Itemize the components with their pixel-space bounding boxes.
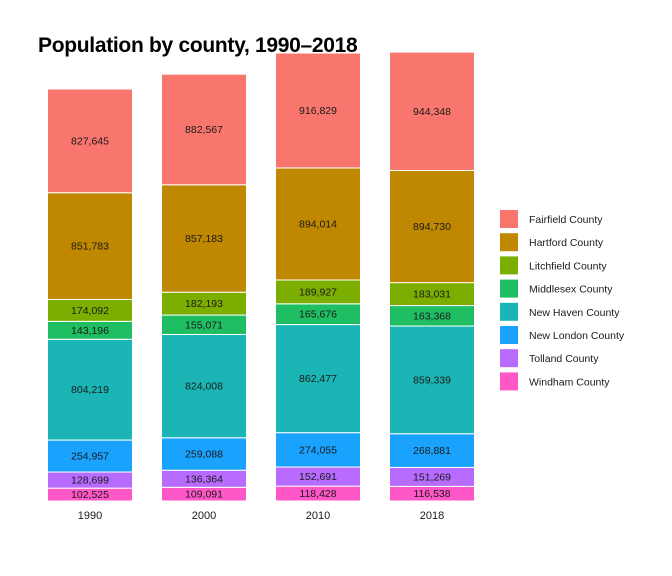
segment-label-hartford-county-1990: 851,783	[71, 241, 109, 253]
bar-segment-hartford-county-2000	[161, 184, 247, 293]
legend-key-hartford-county	[500, 233, 518, 252]
x-tick-label-1990: 1990	[78, 510, 102, 522]
legend-key-litchfield-county	[500, 256, 518, 275]
segment-label-litchfield-county-2018: 183,031	[413, 289, 451, 301]
bar-segment-new-haven-county-2018	[389, 325, 475, 435]
legend-label-fairfield-county: Fairfield County	[529, 214, 603, 226]
bar-segment-new-haven-county-2000	[161, 333, 247, 439]
segment-label-new-london-county-2010: 274,055	[299, 444, 337, 456]
segment-label-litchfield-county-2010: 189,927	[299, 286, 337, 298]
segment-label-hartford-county-2000: 857,183	[185, 233, 223, 245]
segment-label-windham-county-2018: 116,538	[413, 488, 450, 500]
bar-segment-new-london-county-1990	[47, 439, 133, 473]
segment-labels-layer: 102,525 128,699 254,957 804,219 143,196 174,0…	[71, 105, 451, 501]
legend: Fairfield County Hartford County Litchfiel…	[500, 210, 625, 391]
segment-label-new-haven-county-2018: 859,339	[413, 374, 451, 386]
segment-label-middlesex-county-2018: 163,368	[413, 310, 451, 322]
segment-label-fairfield-county-1990: 827,645	[71, 135, 109, 147]
segment-label-fairfield-county-2000: 882,567	[185, 124, 223, 136]
legend-label-middlesex-county: Middlesex County	[529, 284, 613, 296]
legend-key-windham-county	[500, 372, 518, 391]
segment-label-litchfield-county-2000: 182,193	[185, 298, 223, 310]
legend-key-new-london-county	[500, 326, 518, 344]
legend-label-new-london-county: New London County	[529, 330, 625, 342]
segment-label-tolland-county-2018: 151,269	[413, 471, 451, 483]
segment-label-windham-county-2010: 118,428	[299, 488, 336, 500]
legend-key-fairfield-county	[500, 210, 518, 228]
segment-label-hartford-county-2010: 894,014	[299, 218, 337, 230]
x-tick-label-2000: 2000	[192, 510, 216, 522]
segment-label-new-haven-county-1990: 804,219	[71, 384, 109, 396]
legend-label-litchfield-county: Litchfield County	[529, 260, 607, 272]
segment-label-tolland-county-2000: 136,364	[185, 473, 223, 485]
chart-title: Population by county, 1990–2018	[38, 34, 358, 57]
bar-segment-fairfield-county-2010	[275, 52, 361, 169]
legend-key-middlesex-county	[500, 279, 518, 298]
segment-label-middlesex-county-1990: 143,196	[71, 325, 109, 337]
segment-label-fairfield-county-2018: 944,348	[413, 106, 451, 118]
segment-label-windham-county-1990: 102,525	[71, 489, 109, 501]
bar-segment-hartford-county-2018	[389, 169, 475, 284]
segment-label-new-london-county-1990: 254,957	[71, 451, 109, 463]
segment-label-tolland-county-1990: 128,699	[71, 475, 109, 487]
legend-label-tolland-county: Tolland County	[529, 353, 599, 365]
legend-key-new-haven-county	[500, 302, 518, 321]
bar-segment-fairfield-county-2000	[161, 73, 247, 186]
x-tick-label-2018: 2018	[420, 510, 444, 522]
segment-label-windham-county-2000: 109,091	[185, 489, 223, 501]
segment-label-new-london-county-2000: 259,088	[185, 448, 223, 460]
x-tick-label-2010: 2010	[306, 510, 330, 522]
bar-segment-fairfield-county-1990	[47, 88, 133, 194]
segment-label-hartford-county-2018: 894,730	[413, 221, 451, 233]
segment-label-tolland-county-2010: 152,691	[299, 471, 337, 483]
bar-segment-new-london-county-2018	[389, 433, 475, 468]
segment-label-new-haven-county-2000: 824,008	[185, 381, 223, 393]
segment-label-middlesex-county-2010: 165,676	[299, 309, 337, 321]
segment-label-new-haven-county-2010: 862,477	[299, 373, 337, 385]
bars-layer	[47, 51, 475, 502]
legend-key-tolland-county	[500, 349, 518, 368]
legend-label-hartford-county: Hartford County	[529, 237, 604, 249]
x-axis-ticks: 1990 2000 2010 2018	[78, 510, 444, 522]
segment-label-middlesex-county-2000: 155,071	[185, 319, 223, 331]
segment-label-fairfield-county-2010: 916,829	[299, 105, 337, 117]
segment-label-litchfield-county-1990: 174,092	[71, 305, 109, 317]
bar-segment-new-haven-county-1990	[47, 338, 133, 441]
segment-label-new-london-county-2018: 268,881	[413, 445, 451, 457]
bar-segment-hartford-county-2010	[275, 167, 361, 281]
bar-segment-fairfield-county-2018	[389, 51, 475, 171]
legend-label-new-haven-county: New Haven County	[529, 307, 620, 319]
legend-label-windham-county: Windham County	[529, 376, 610, 388]
